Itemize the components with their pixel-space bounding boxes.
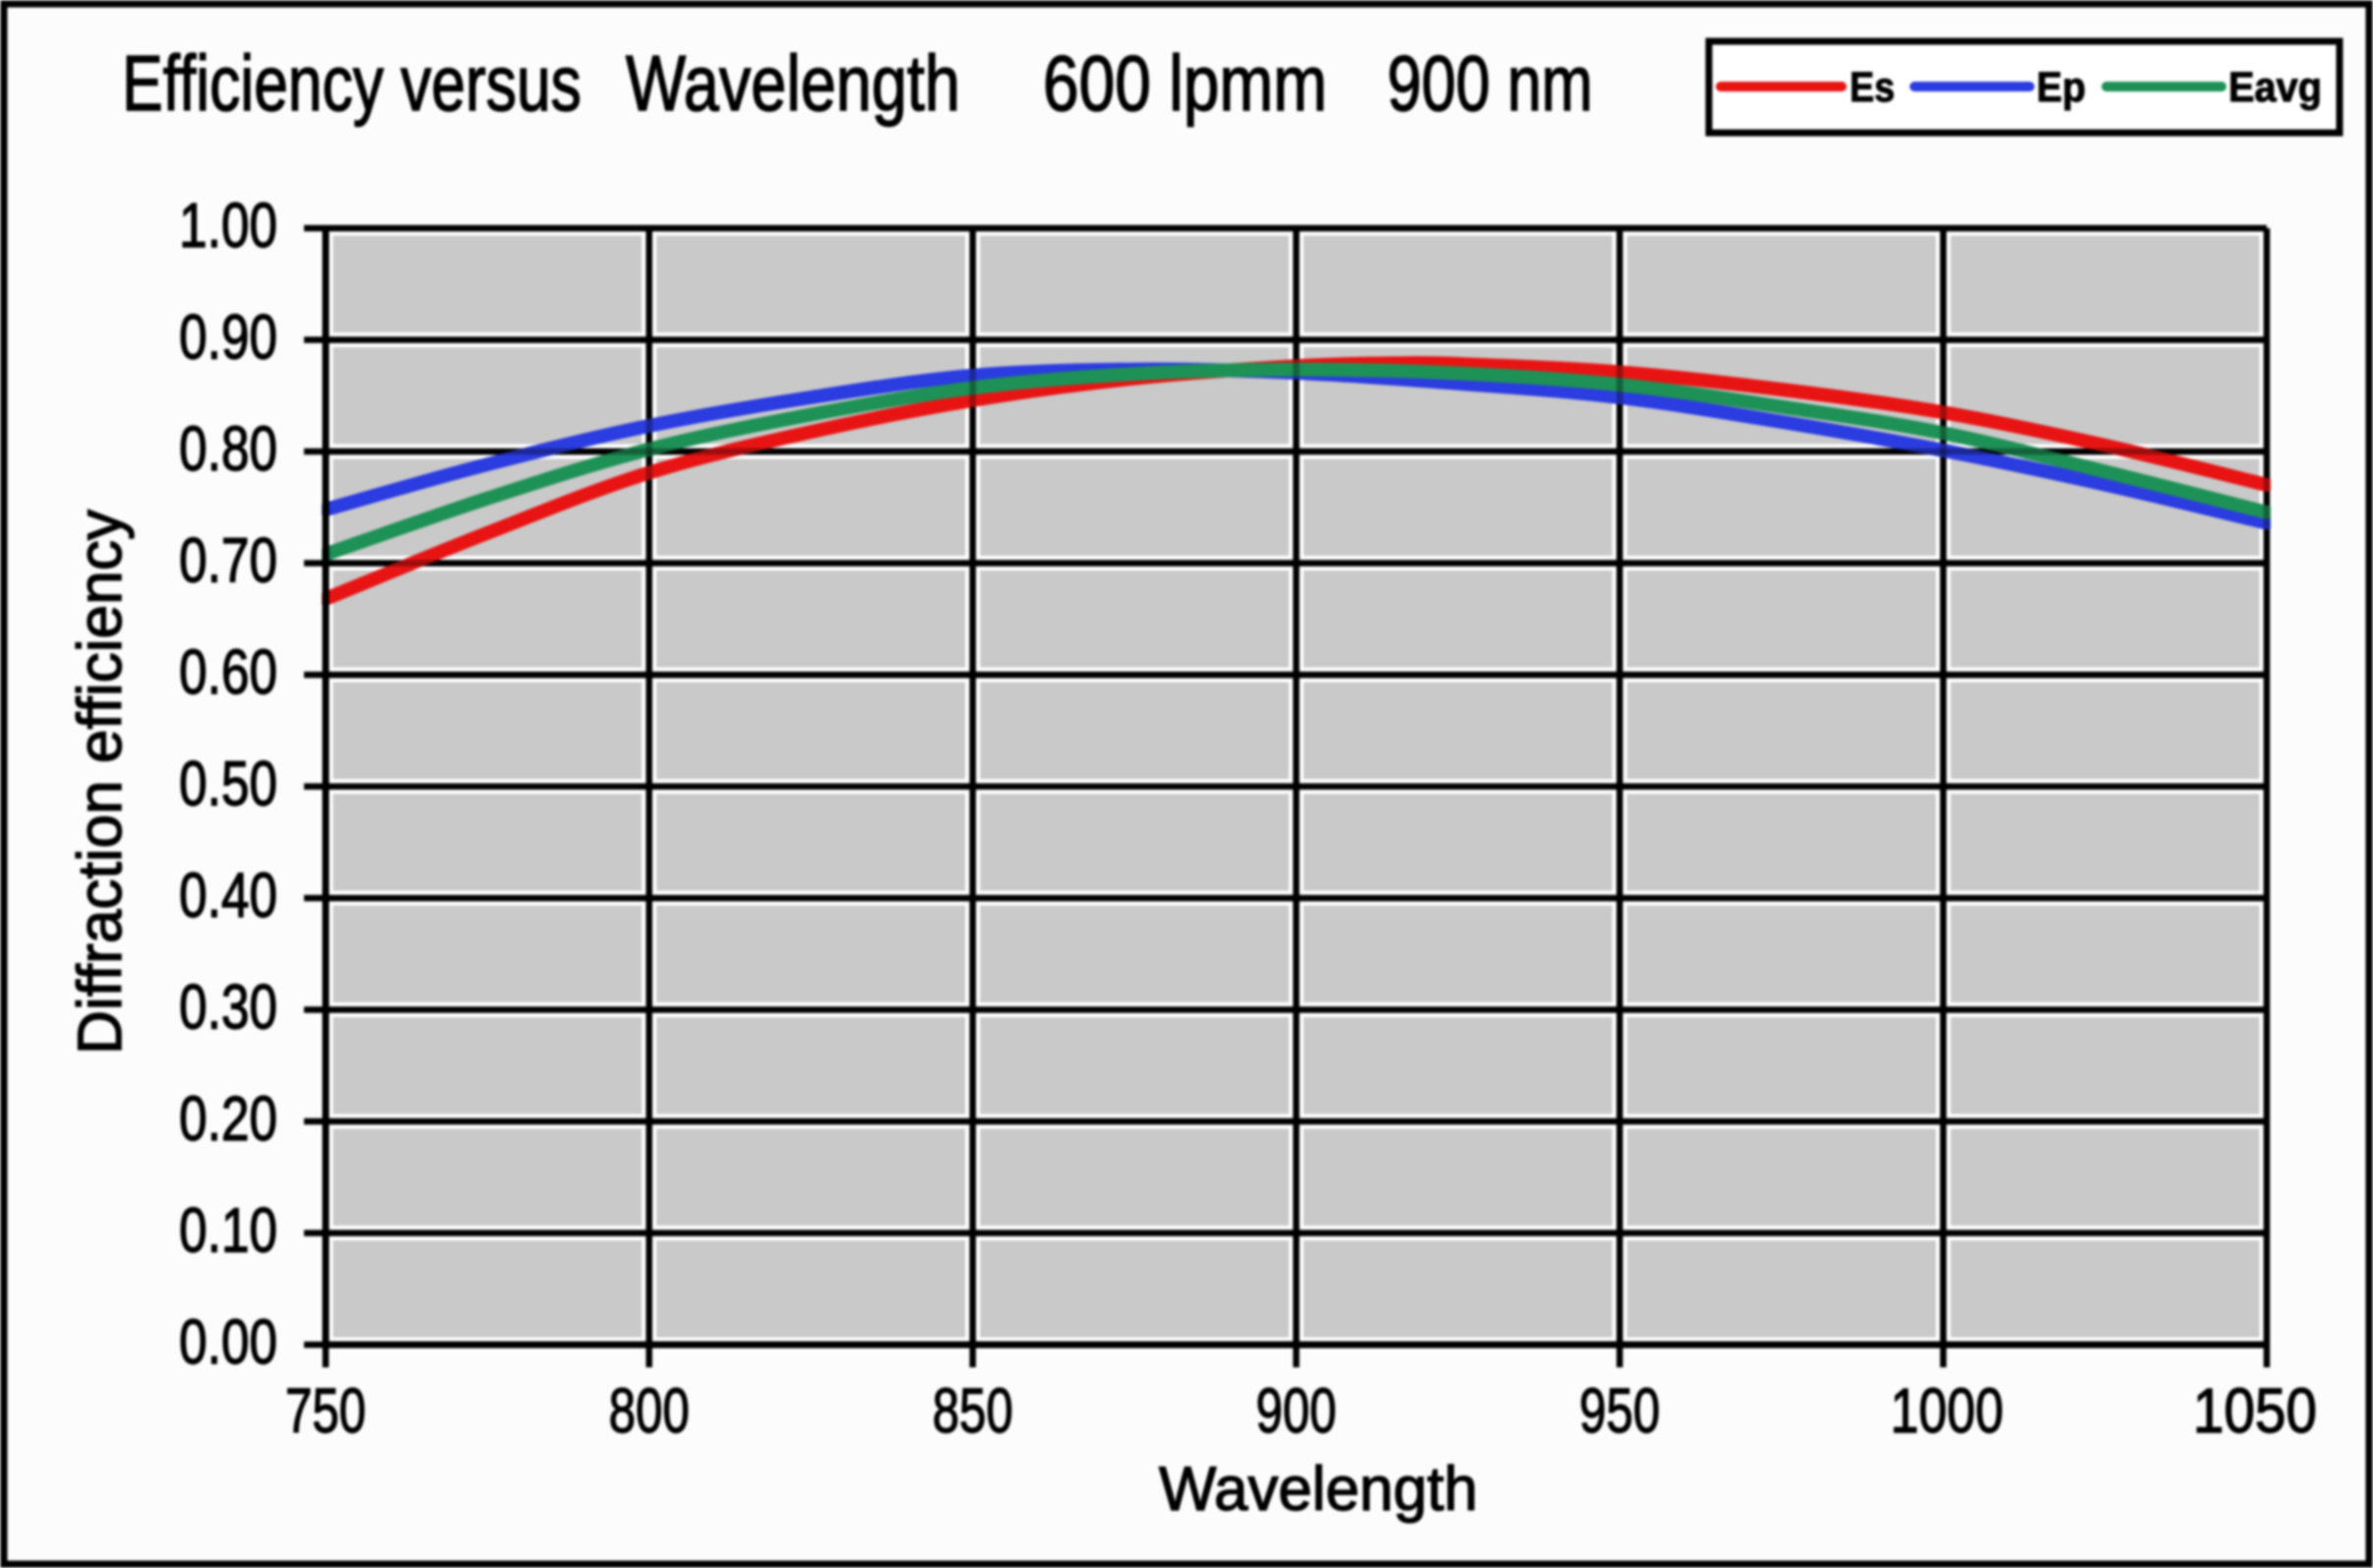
svg-text:Efficiency versus: Efficiency versus [122,39,581,127]
svg-text:800: 800 [609,1375,690,1446]
svg-text:Diffraction efficiency: Diffraction efficiency [66,510,135,1055]
svg-text:Ep: Ep [2037,64,2086,111]
svg-text:0.30: 0.30 [179,972,277,1043]
svg-text:0.00: 0.00 [179,1306,277,1377]
svg-text:1.00: 1.00 [179,190,277,261]
svg-text:0.10: 0.10 [179,1195,277,1266]
svg-text:0.60: 0.60 [179,636,277,707]
svg-text:0.70: 0.70 [179,525,277,596]
svg-text:1050: 1050 [2193,1375,2317,1446]
svg-text:0.40: 0.40 [179,860,277,931]
svg-text:900 nm: 900 nm [1387,39,1593,127]
svg-text:950: 950 [1579,1375,1660,1446]
svg-text:0.80: 0.80 [179,413,277,484]
svg-text:0.90: 0.90 [179,302,277,373]
svg-text:750: 750 [285,1375,366,1446]
svg-text:0.20: 0.20 [179,1083,277,1154]
svg-text:Eavg: Eavg [2228,64,2322,111]
svg-text:Es: Es [1850,64,1895,111]
svg-text:Wavelength: Wavelength [626,39,960,127]
svg-text:0.50: 0.50 [179,749,277,819]
svg-text:Wavelength: Wavelength [1159,1455,1478,1524]
svg-text:1000: 1000 [1891,1375,2004,1446]
svg-text:900: 900 [1256,1375,1337,1446]
svg-text:850: 850 [933,1375,1013,1446]
svg-text:600 lpmm: 600 lpmm [1043,39,1327,127]
